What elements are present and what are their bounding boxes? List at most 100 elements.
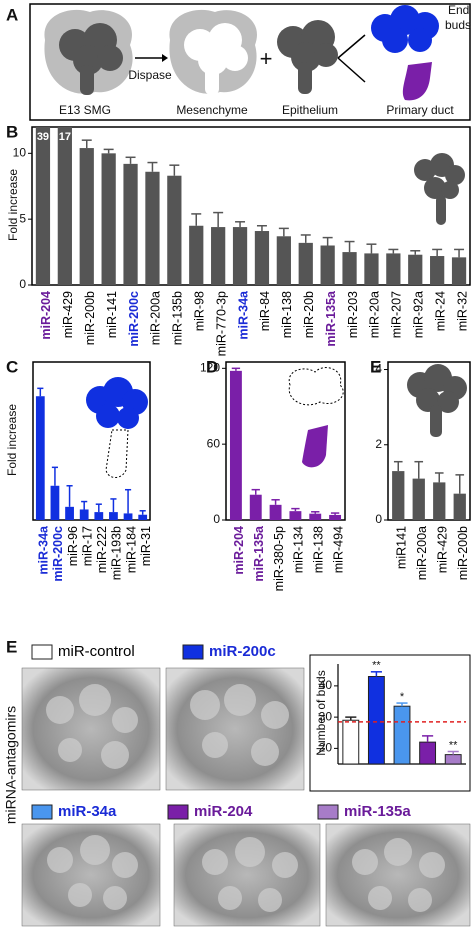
bars [35, 127, 467, 285]
x-tick-label: miR-32 [455, 291, 469, 331]
legend-swatch [167, 804, 189, 820]
bar [419, 741, 437, 764]
bar [50, 485, 60, 520]
significance: ** [372, 660, 381, 672]
significance: * [400, 691, 405, 703]
legend-label: miR-control [58, 643, 135, 660]
bar [386, 253, 401, 285]
y-axis-label: Number of buds [314, 670, 328, 755]
y-tick-label: 0 [19, 277, 26, 291]
bar [79, 148, 94, 285]
inset-drawing [288, 367, 344, 406]
x-tick-label: miR-200b [83, 291, 97, 345]
bar [211, 227, 226, 285]
x-tick-label: miR-98 [193, 291, 207, 331]
bar [189, 225, 204, 285]
x-tick-label: miR-200b [456, 526, 470, 580]
legend-swatch [31, 804, 53, 820]
label: Mesenchyme [176, 103, 248, 117]
label: Primary duct [386, 103, 454, 117]
x-tick-label: miR-770-3p [214, 291, 228, 356]
legend-label: miR-200c [209, 643, 276, 660]
x-tick-label: miR-204 [232, 526, 246, 575]
y-tick-label: 0 [375, 512, 382, 526]
bar [145, 171, 160, 285]
label: + [260, 46, 273, 71]
y-axis-label: Fold increase [6, 169, 20, 241]
bar [367, 676, 385, 764]
x-tick-label: miR-200c [51, 526, 65, 582]
plot-frame [32, 361, 151, 521]
plot-frame [387, 361, 471, 521]
bar [342, 252, 357, 285]
x-tick-label: miR-34a [236, 290, 250, 340]
bar [138, 514, 148, 520]
bar [254, 231, 270, 285]
bar [94, 512, 104, 520]
inset-drawing [441, 181, 459, 199]
panel-letter: B [6, 122, 18, 141]
legend-swatch [182, 644, 204, 660]
bar [451, 257, 467, 285]
label: buds [445, 18, 471, 32]
x-tick-label: miR-200a [149, 291, 163, 345]
bar [298, 242, 313, 285]
x-tick-label: miR-138 [280, 291, 294, 338]
x-tick-label: miR-20a [368, 291, 382, 338]
label: Dispase [128, 68, 172, 82]
arrow-head [162, 54, 168, 62]
bar [408, 254, 423, 285]
plot-frame [31, 126, 471, 286]
panel-letter: C [6, 357, 18, 376]
x-tick-label: miR-203 [346, 291, 360, 338]
bar [453, 493, 466, 520]
row-label: miRNA-antagomirs [3, 706, 19, 824]
epithelium-drawing [277, 20, 338, 94]
y-tick-label: 10 [13, 146, 27, 160]
bar [444, 754, 462, 764]
bar [167, 175, 182, 285]
x-tick-label: miR-135b [171, 291, 185, 345]
inset-drawing [96, 404, 120, 428]
x-tick-label: miR-204 [39, 291, 53, 340]
x-tick-label: miR-34a [37, 525, 51, 575]
x-tick-label: miR-134 [292, 526, 306, 573]
value-label: 17 [59, 131, 71, 143]
bar [57, 127, 72, 285]
inset-drawing [430, 405, 442, 437]
x-tick-label: miR-429 [61, 291, 75, 338]
significance: ** [449, 739, 458, 751]
x-tick-label: miR-193b [110, 526, 124, 580]
x-tick-label: miR-494 [331, 526, 345, 573]
mesenchyme-drawing [169, 9, 257, 95]
bar [364, 253, 379, 285]
bar [79, 509, 89, 520]
bars [392, 471, 466, 520]
y-axis-label: Fold increase [5, 404, 19, 476]
bar [309, 513, 322, 520]
bars [35, 396, 148, 520]
bars [229, 370, 342, 520]
bar [101, 153, 116, 285]
panel-letter: E [370, 357, 381, 376]
bar [393, 705, 411, 764]
x-tick-label: miR-84 [258, 291, 272, 331]
bar [289, 511, 302, 520]
bar [276, 236, 291, 285]
panel-letter: E [6, 637, 17, 656]
primary-duct-drawing [402, 62, 432, 101]
x-tick-label: miR-96 [66, 526, 80, 566]
y-tick-label: 60 [207, 436, 221, 450]
x-tick-label: miR-20b [302, 291, 316, 338]
y-tick-label: 20 [319, 741, 333, 755]
panel-frame [29, 3, 471, 121]
panel-letter: D [206, 357, 218, 376]
inset-drawing [117, 407, 139, 429]
bar [35, 396, 45, 520]
bar [229, 370, 242, 520]
x-tick-label: miR-380-5p [272, 526, 286, 591]
plot-frame [225, 361, 346, 521]
x-tick-label: miR141 [395, 526, 409, 569]
y-tick-label: 2 [375, 437, 382, 451]
